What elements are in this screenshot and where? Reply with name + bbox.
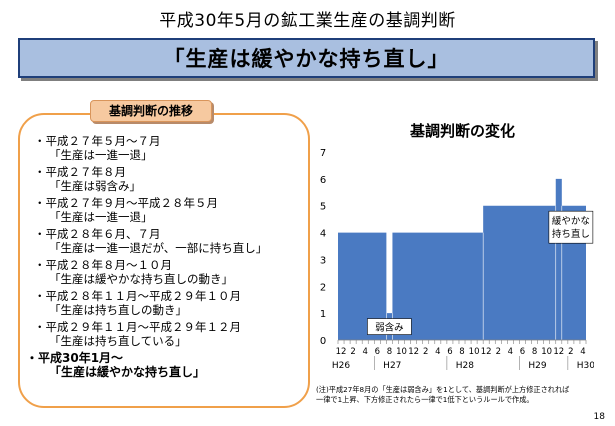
history-item: ・平成２７年８月 「生産は弱含み」 <box>34 165 310 193</box>
year-label: H26 <box>332 361 350 371</box>
history-assessment: 「生産は一進一退」 <box>49 148 153 162</box>
x-tick-label: 6 <box>447 347 452 357</box>
y-tick-label: 2 <box>320 282 326 293</box>
history-period: ・平成２８年６月、７月 <box>34 227 161 241</box>
history-period: ・平成２７年５月～７月 <box>34 134 161 148</box>
footnote-line: 一律で1上昇、下方修正されたら一律で1低下というルールで作成。 <box>316 395 534 404</box>
annotation-box <box>367 318 412 335</box>
history-period: ・平成２７年８月 <box>34 165 126 179</box>
history-panel <box>18 113 310 408</box>
y-tick-label: 4 <box>320 229 326 240</box>
x-tick-label: 2 <box>568 347 573 357</box>
footnote: (注)平成27年8月の「生産は弱含み」を1として、基調判断が上方修正されれば 一… <box>316 385 606 405</box>
annotation-box <box>548 210 594 244</box>
history-assessment: 「生産は持ち直している」 <box>49 334 187 348</box>
slide-title: 平成30年5月の鉱工業生産の基調判断 <box>159 11 456 31</box>
history-assessment: 「生産は緩やかな持ち直しの動き」 <box>49 272 233 286</box>
y-tick-label: 5 <box>320 202 326 213</box>
history-item: ・平成２７年９月～平成２８年５月 「生産は一進一退」 <box>34 196 310 224</box>
x-tick-label: 10 <box>396 347 407 357</box>
history-item: ・平成２９年１１月～平成２９年１２月 「生産は持ち直している」 <box>34 320 310 348</box>
history-period: ・平成２７年９月～平成２８年５月 <box>34 196 218 210</box>
history-assessment: 「生産は弱含み」 <box>49 179 141 193</box>
y-tick-label: 1 <box>320 309 326 320</box>
x-tick-label: 4 <box>363 347 368 357</box>
x-tick-label: 6 <box>520 347 525 357</box>
x-tick-label: 4 <box>580 347 585 357</box>
annotation-text: 緩やかな <box>552 215 590 227</box>
history-panel-title: 基調判断の推移 <box>90 100 212 122</box>
history-item: ・平成２７年５月～７月 「生産は一進一退」 <box>34 134 310 162</box>
history-period: ・平成２８年１１月～平成２９年１０月 <box>34 289 241 303</box>
annotation-text: 持ち直し <box>552 228 590 240</box>
history-period: ・平成２９年１１月～平成２９年１２月 <box>34 320 241 334</box>
x-tick-label: 2 <box>496 347 501 357</box>
page-number: 18 <box>593 412 605 422</box>
history-assessment: 「生産は一進一退」 <box>49 210 153 224</box>
x-tick-label: 8 <box>387 347 392 357</box>
x-tick-label: 12 <box>408 347 419 357</box>
x-tick-label: 10 <box>469 347 480 357</box>
history-item: ・平成２８年８月～１０月 「生産は緩やかな持ち直しの動き」 <box>34 258 310 286</box>
x-tick-label: 4 <box>508 347 513 357</box>
x-tick-label: 6 <box>375 347 380 357</box>
series-area <box>338 178 586 340</box>
x-tick-label: 10 <box>541 347 552 357</box>
y-tick-label: 3 <box>320 255 326 266</box>
chart-title: 基調判断の変化 <box>409 122 515 140</box>
history-item: ・平成２８年１１月～平成２９年１０月 「生産は持ち直しの動き」 <box>34 289 310 317</box>
x-tick-label: 2 <box>423 347 428 357</box>
x-tick-label: 12 <box>553 347 564 357</box>
year-label: H27 <box>383 361 401 371</box>
history-list: ・平成２７年５月～７月 「生産は一進一退」 ・平成２７年８月 「生産は弱含み」 ・平… <box>26 134 310 382</box>
x-tick-label: 12 <box>336 347 347 357</box>
history-assessment: 「生産は緩やかな持ち直し」 <box>49 365 206 379</box>
year-label: H30 <box>577 361 594 371</box>
y-tick-label: 0 <box>320 336 326 347</box>
x-tick-label: 2 <box>350 347 355 357</box>
history-period: ・平成２８年８月～１０月 <box>34 258 172 272</box>
x-tick-label: 12 <box>481 347 492 357</box>
history-assessment: 「生産は持ち直しの動き」 <box>49 303 187 317</box>
x-tick-label: 4 <box>435 347 440 357</box>
history-assessment: 「生産は一進一退だが、一部に持ち直し」 <box>49 241 268 255</box>
headline-banner: 「生産は緩やかな持ち直し」 <box>18 38 595 78</box>
y-tick-label: 7 <box>320 148 326 159</box>
year-label: H28 <box>456 361 474 371</box>
x-tick-label: 8 <box>532 347 537 357</box>
history-period: ・平成30年1月～ <box>26 351 124 365</box>
history-item: ・平成２８年６月、７月 「生産は一進一退だが、一部に持ち直し」 <box>34 227 310 255</box>
year-label: H29 <box>528 361 546 371</box>
x-tick-label: 8 <box>459 347 464 357</box>
footnote-line: (注)平成27年8月の「生産は弱含み」を1として、基調判断が上方修正されれば <box>316 385 570 394</box>
y-tick-label: 6 <box>320 175 326 186</box>
annotation-text: 弱含み <box>375 322 404 334</box>
history-item-current: ・平成30年1月～ 「生産は緩やかな持ち直し」 <box>26 351 310 379</box>
